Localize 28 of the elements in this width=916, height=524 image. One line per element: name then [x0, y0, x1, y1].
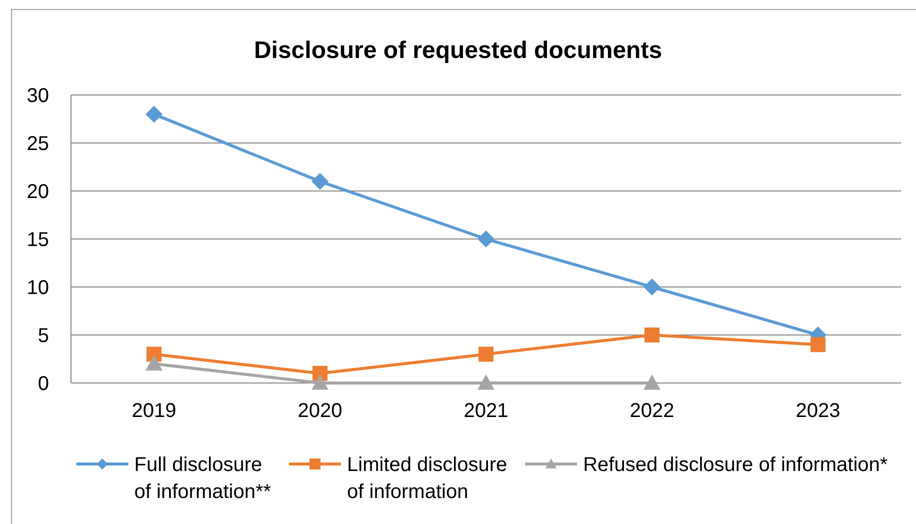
- legend-label: Refused disclosure of information*: [583, 454, 888, 476]
- point: [478, 230, 494, 248]
- point: [810, 337, 826, 352]
- x-tick-label: 2023: [796, 400, 840, 422]
- y-tick-label: 30: [26, 85, 49, 107]
- point: [478, 374, 494, 390]
- point: [146, 355, 162, 371]
- point: [312, 172, 328, 190]
- chart-title: Disclosure of requested documents: [254, 37, 662, 64]
- y-tick-label: 5: [38, 325, 49, 347]
- x-tick-label: 2020: [298, 400, 342, 422]
- x-tick-label: 2019: [132, 400, 176, 422]
- point: [644, 278, 660, 296]
- point: [146, 346, 162, 362]
- point: [644, 328, 660, 342]
- point: [644, 374, 660, 390]
- legend-label: Full disclosure of information**: [134, 454, 272, 503]
- y-tick-label: 25: [26, 133, 49, 155]
- x-tick-label: 2022: [630, 400, 674, 422]
- point: [312, 374, 328, 390]
- y-tick-label: 10: [26, 277, 49, 299]
- y-tick-label: 0: [38, 373, 49, 395]
- point: [478, 346, 494, 362]
- point: [146, 106, 162, 123]
- x-tick-label: 2021: [464, 400, 508, 422]
- y-tick-label: 15: [26, 229, 49, 251]
- y-tick-label: 20: [26, 181, 49, 203]
- legend-label: Limited disclosure of information: [347, 454, 508, 503]
